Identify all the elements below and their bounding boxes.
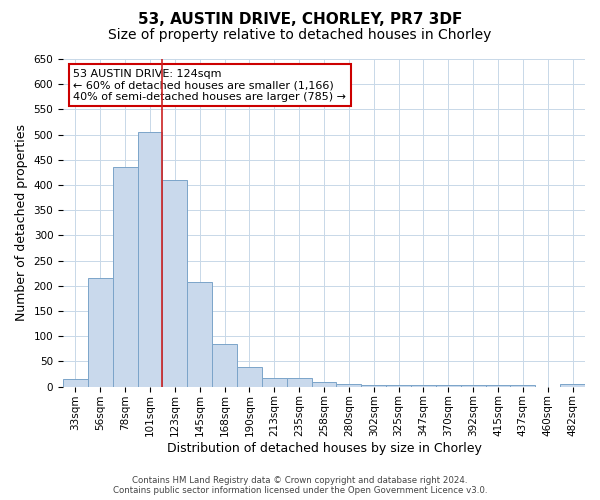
Bar — [237, 366, 262, 386]
Text: 53, AUSTIN DRIVE, CHORLEY, PR7 3DF: 53, AUSTIN DRIVE, CHORLEY, PR7 3DF — [138, 12, 462, 28]
Bar — [287, 378, 311, 386]
Text: 53 AUSTIN DRIVE: 124sqm
← 60% of detached houses are smaller (1,166)
40% of semi: 53 AUSTIN DRIVE: 124sqm ← 60% of detache… — [73, 69, 346, 102]
Y-axis label: Number of detached properties: Number of detached properties — [15, 124, 28, 322]
Text: Contains HM Land Registry data © Crown copyright and database right 2024.
Contai: Contains HM Land Registry data © Crown c… — [113, 476, 487, 495]
Bar — [187, 282, 212, 387]
Bar — [212, 344, 237, 387]
Bar — [436, 385, 461, 386]
Text: Size of property relative to detached houses in Chorley: Size of property relative to detached ho… — [109, 28, 491, 42]
Bar — [386, 385, 411, 386]
Bar — [88, 278, 113, 386]
Bar — [262, 378, 287, 386]
Bar — [461, 385, 485, 386]
Bar — [511, 385, 535, 386]
Bar — [163, 180, 187, 386]
Bar — [137, 132, 163, 386]
Bar — [361, 385, 386, 386]
Bar — [63, 379, 88, 386]
Bar — [337, 384, 361, 386]
Bar — [113, 168, 137, 386]
Bar — [411, 385, 436, 386]
Bar — [311, 382, 337, 386]
Bar — [560, 384, 585, 386]
X-axis label: Distribution of detached houses by size in Chorley: Distribution of detached houses by size … — [167, 442, 481, 455]
Bar — [485, 385, 511, 386]
